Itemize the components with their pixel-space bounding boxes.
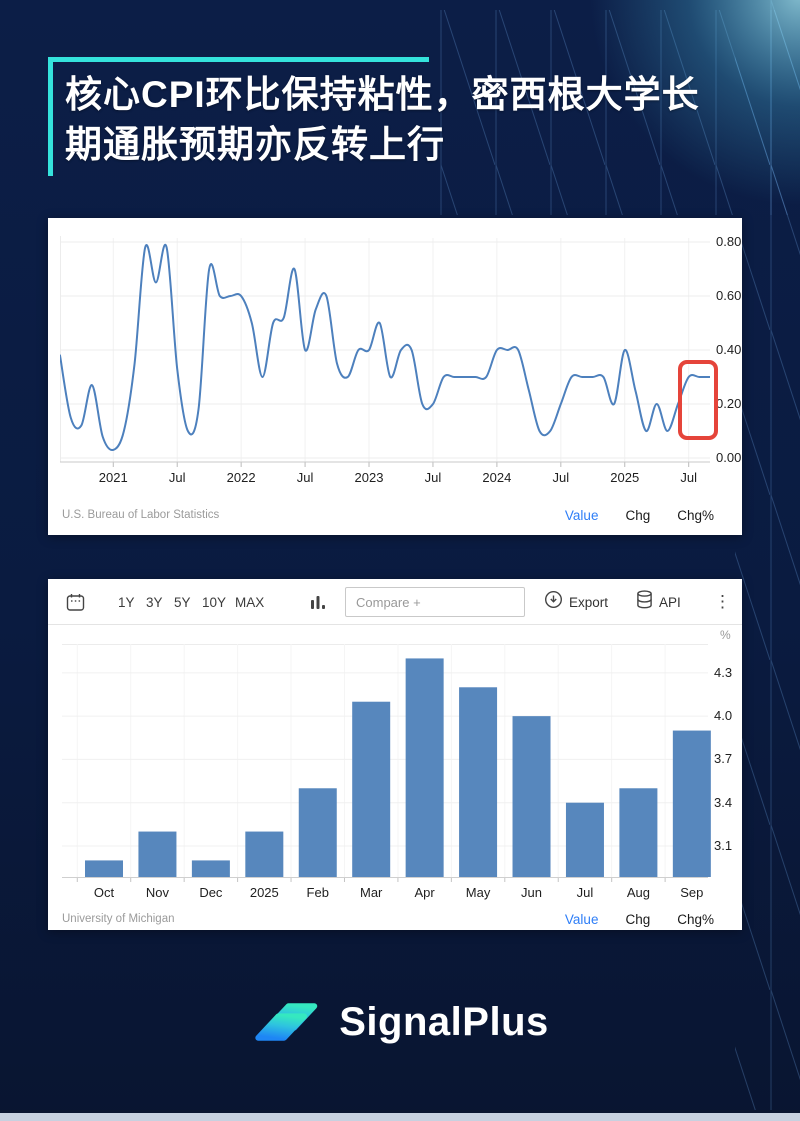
axis-tick-label: Feb [306,885,329,900]
bar [405,658,444,877]
axis-tick-label: 3.4 [714,794,733,810]
legend-chg-pct[interactable]: Chg% [677,507,714,523]
bar [565,802,604,877]
bar [245,831,284,877]
kebab-menu-icon[interactable]: ⋮ [714,592,731,611]
bar-chart-card: 1Y 3Y 5Y 10Y MAX [48,579,742,930]
axis-tick-label: Sep [680,885,704,900]
axis-tick-label: 2024 [482,470,512,485]
legend-value[interactable]: Value [564,507,599,523]
bar [138,831,177,877]
axis-tick-label: Mar [359,885,383,900]
axis-tick-label: Apr [414,885,435,900]
axis-tick-label: 0.00 [716,450,742,465]
axis-tick-label: 0.20 [716,396,742,411]
bar [298,788,337,877]
legend-row: Value Chg Chg% [565,508,714,523]
line-chart-card: 0.80 0.60 0.40 0.20 0.00 2021 Jul 2022 Jul 2023 J… [48,218,742,535]
axis-tick-label: 3.7 [714,751,733,767]
range-button-10y[interactable]: 10Y [202,594,227,610]
axis-tick-label: 4.0 [714,708,733,724]
signalplus-logo-icon [255,1003,318,1041]
api-label: API [659,594,681,610]
bar [459,687,498,877]
chart-source: University of Michigan [62,913,175,925]
range-button-max[interactable]: MAX [235,594,265,610]
page-title-line2: 期通胀预期亦反转上行 [65,124,445,165]
export-button[interactable]: Export [544,579,608,625]
axis-tick-label: Jul [552,470,570,485]
axis-tick-label: May [465,885,491,900]
axis-tick-label: Jul [424,470,442,485]
axis-tick-label: Nov [145,885,169,900]
axis-tick-label: 2025 [249,885,279,900]
legend-row: Value Chg Chg% [565,912,714,927]
bar [191,860,230,877]
bar [352,701,391,877]
axis-tick-label: Oct [93,885,115,900]
bar [672,730,711,877]
legend-chg[interactable]: Chg [625,911,651,927]
database-icon [636,590,653,614]
range-button-3y[interactable]: 3Y [146,594,163,610]
legend-value[interactable]: Value [564,911,599,927]
bar-chart-plot [62,644,711,882]
bar [619,788,658,877]
page-title-line1: 核心CPI环比保持粘性，密西根大学长 [65,74,700,115]
line-chart-plot [60,236,710,467]
api-button[interactable]: API [636,579,681,625]
brand-name: SignalPlus [339,999,549,1044]
y-axis-unit: % [720,628,731,642]
axis-tick-label: 2023 [354,470,384,485]
axis-tick-label: 0.60 [716,288,742,303]
title-accent-top-line [48,57,429,62]
axis-tick-label: Jul [680,470,697,485]
chart-source: U.S. Bureau of Labor Statistics [62,509,220,521]
calendar-icon[interactable] [66,579,85,625]
axis-tick-label: 2022 [226,470,256,485]
legend-chg[interactable]: Chg [625,507,651,523]
axis-tick-label: Jul [296,470,314,485]
brand-footer: SignalPlus [0,994,800,1050]
axis-tick-label: 4.3 [714,664,733,680]
compare-input[interactable] [345,587,525,617]
axis-tick-label: 0.80 [716,234,742,249]
axis-tick-label: Dec [199,885,223,900]
highlight-box [678,360,718,440]
axis-tick-label: 3.1 [714,837,733,853]
axis-tick-label: Jun [521,885,542,900]
bar [85,860,123,877]
line-series [60,243,710,452]
range-button-1y[interactable]: 1Y [118,594,135,610]
legend-chg-pct[interactable]: Chg% [677,911,714,927]
axis-tick-label: Jul [576,885,594,900]
range-button-5y[interactable]: 5Y [174,594,191,610]
chart-toolbar: 1Y 3Y 5Y 10Y MAX [48,579,742,625]
axis-tick-label: 2025 [610,470,640,485]
column-chart-icon[interactable] [310,579,326,625]
page-title: 核心CPI环比保持粘性，密西根大学长 期通胀预期亦反转上行 [65,70,705,170]
bottom-strip [0,1113,800,1121]
axis-tick-label: Aug [626,885,650,900]
axis-tick-label: 2021 [98,470,128,485]
title-accent-left-bar [48,57,53,176]
axis-tick-label: Jul [168,470,186,485]
export-download-icon [544,590,563,614]
axis-tick-label: 0.40 [716,342,742,357]
export-label: Export [569,594,609,610]
bar [512,716,551,877]
